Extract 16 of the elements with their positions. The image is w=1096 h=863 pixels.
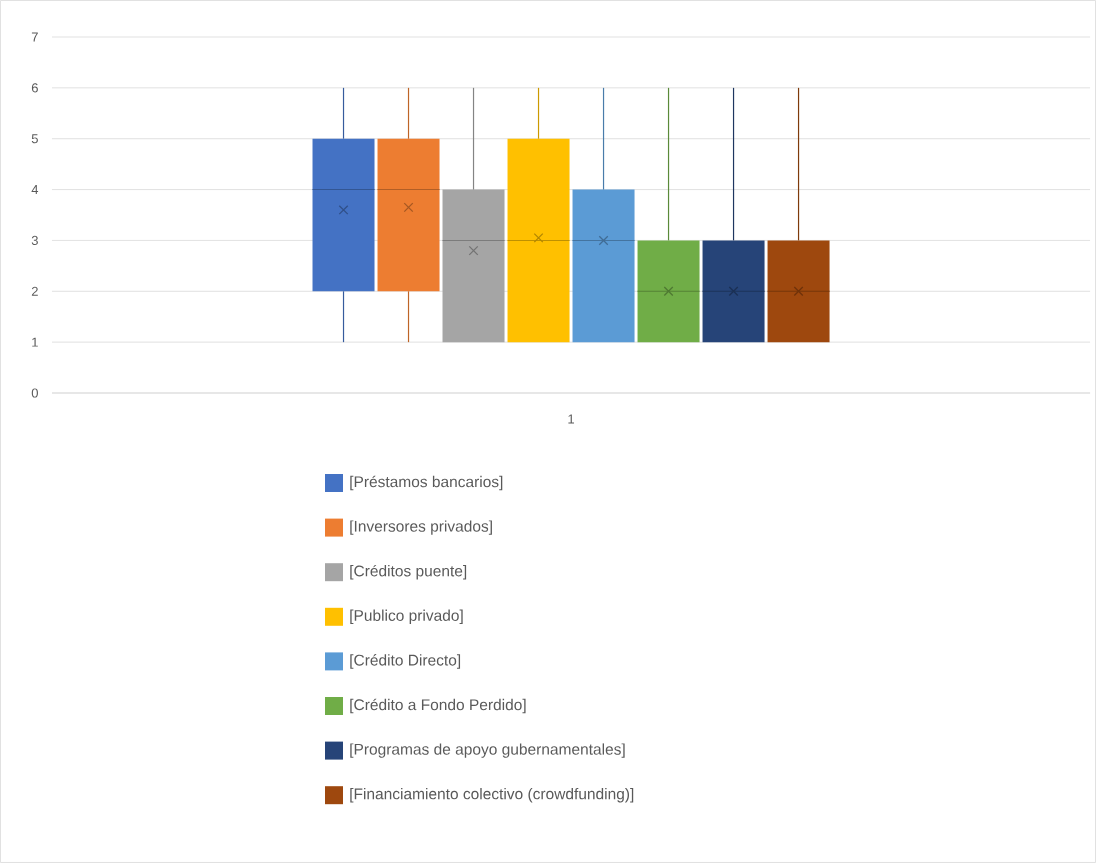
legend-label: [Publico privado] — [350, 609, 463, 625]
legend-label: [Financiamiento colectivo (crowdfunding)] — [350, 787, 634, 803]
legend-label: [Crédito Directo] — [350, 654, 461, 669]
legend-label: [Crédito a Fondo Perdido] — [350, 698, 526, 714]
y-tick-label: 3 — [31, 235, 38, 246]
y-tick-label: 7 — [31, 32, 38, 42]
y-tick-label: 6 — [31, 83, 38, 93]
y-tick-label: 2 — [31, 286, 38, 296]
legend-label: [Inversores privados] — [350, 520, 492, 535]
legend-label: [Préstamos bancarios] — [350, 475, 503, 491]
legend-label: [Programas de apoyo gubernamentales] — [350, 743, 625, 758]
legend-label: [Créditos puente] — [350, 564, 467, 580]
y-tick-label: 0 — [31, 388, 38, 398]
y-tick-label: 5 — [31, 134, 38, 144]
y-tick-label: 1 — [32, 337, 38, 347]
y-tick-label: 4 — [31, 185, 39, 195]
